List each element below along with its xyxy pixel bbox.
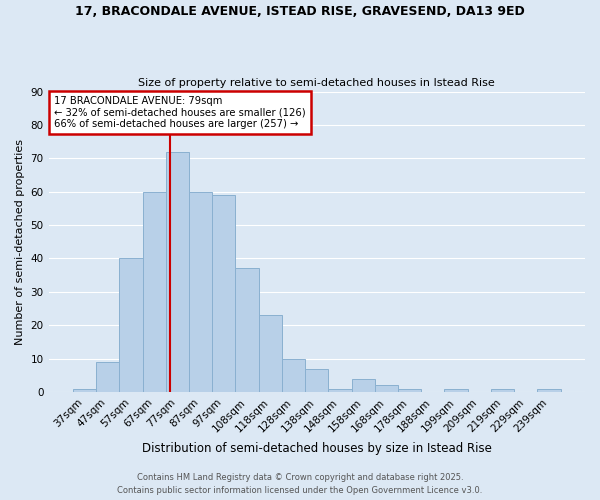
Bar (352, 378, 375, 392)
Bar (189, 192, 212, 392)
Text: Contains HM Land Registry data © Crown copyright and database right 2025.
Contai: Contains HM Land Registry data © Crown c… (118, 474, 482, 495)
Bar (259, 315, 282, 392)
Bar (491, 388, 514, 392)
Bar (538, 388, 560, 392)
Y-axis label: Number of semi-detached properties: Number of semi-detached properties (15, 139, 25, 345)
Bar (375, 386, 398, 392)
Bar (282, 358, 305, 392)
Text: 17, BRACONDALE AVENUE, ISTEAD RISE, GRAVESEND, DA13 9ED: 17, BRACONDALE AVENUE, ISTEAD RISE, GRAV… (75, 5, 525, 18)
Bar (73, 388, 96, 392)
Bar (119, 258, 143, 392)
Bar (235, 268, 259, 392)
Bar (212, 195, 235, 392)
Text: 17 BRACONDALE AVENUE: 79sqm
← 32% of semi-detached houses are smaller (126)
66% : 17 BRACONDALE AVENUE: 79sqm ← 32% of sem… (54, 96, 305, 130)
Bar (445, 388, 468, 392)
Bar (305, 368, 328, 392)
Bar (166, 152, 189, 392)
Bar (96, 362, 119, 392)
Bar (398, 388, 421, 392)
Title: Size of property relative to semi-detached houses in Istead Rise: Size of property relative to semi-detach… (139, 78, 495, 88)
X-axis label: Distribution of semi-detached houses by size in Istead Rise: Distribution of semi-detached houses by … (142, 442, 492, 455)
Bar (143, 192, 166, 392)
Bar (328, 388, 352, 392)
